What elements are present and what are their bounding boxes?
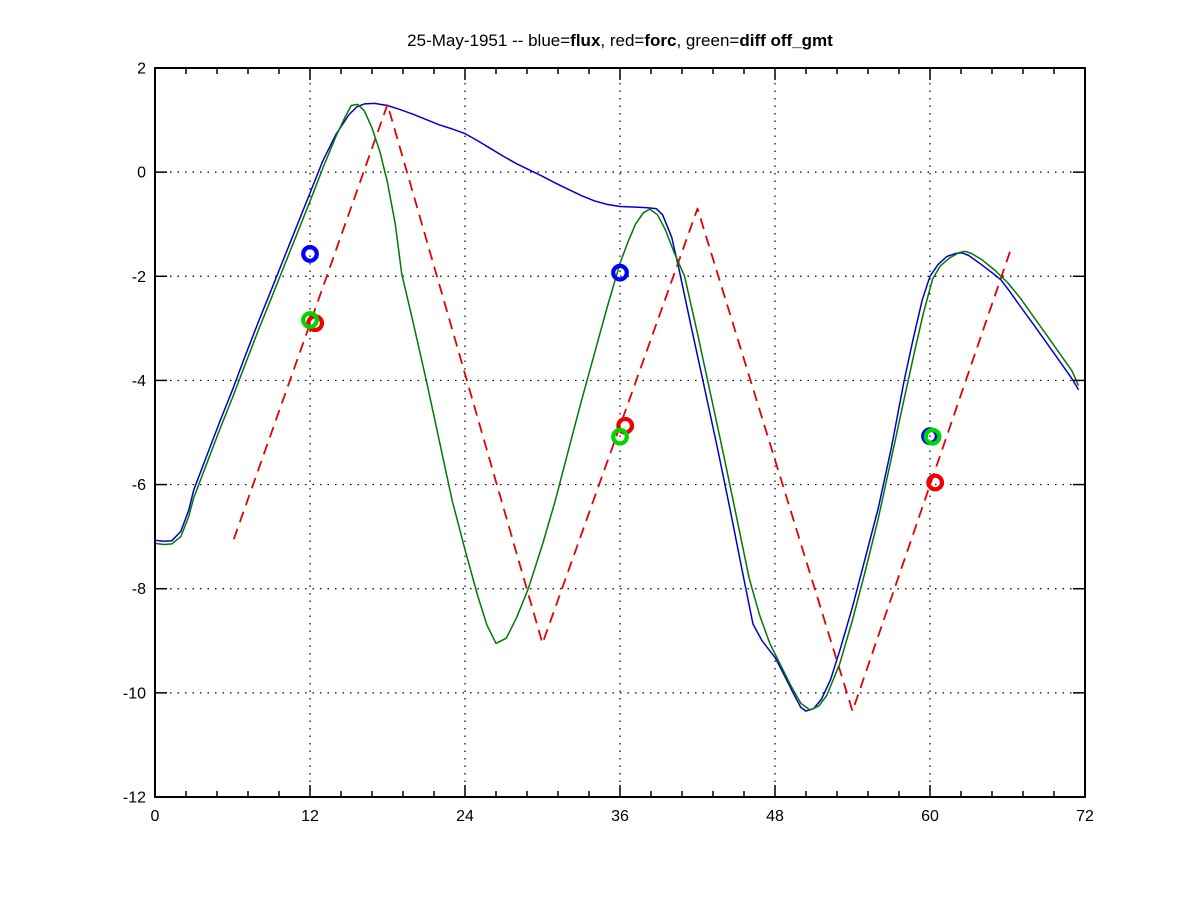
axis-ticks bbox=[154, 67, 1086, 798]
title-segment: , red= bbox=[600, 31, 645, 50]
x-tick-label: 36 bbox=[611, 808, 629, 825]
y-tick-label: -4 bbox=[132, 373, 146, 390]
series-diff bbox=[154, 103, 1080, 711]
diff-marker bbox=[611, 427, 629, 446]
diff-marker bbox=[301, 311, 319, 329]
chart-title: 25-May-1951 -- blue=flux, red=forc, gree… bbox=[155, 31, 1085, 51]
series-flux bbox=[154, 102, 1080, 712]
y-tick-label: 0 bbox=[137, 165, 146, 182]
title-segment: diff off_gmt bbox=[739, 31, 833, 50]
y-tick-labels: 2 0 -2 -4 -6 -8 -10 -12 bbox=[123, 61, 146, 807]
forc-marker bbox=[926, 473, 945, 492]
x-tick-label: 48 bbox=[766, 808, 784, 825]
title-segment: 25-May-1951 -- blue= bbox=[407, 31, 571, 50]
title-segment: forc bbox=[644, 31, 677, 50]
x-tick-label: 24 bbox=[456, 808, 474, 825]
grid-lines bbox=[155, 68, 1085, 797]
y-tick-label: -8 bbox=[132, 581, 146, 598]
title-segment: , green= bbox=[676, 31, 740, 50]
markers-diff-circles bbox=[301, 311, 942, 446]
y-tick-label: -12 bbox=[123, 790, 146, 807]
y-tick-label: 2 bbox=[137, 61, 146, 78]
flux-marker bbox=[611, 263, 629, 282]
markers-forc-circles bbox=[306, 314, 945, 492]
flux-marker bbox=[301, 244, 319, 263]
x-tick-label: 60 bbox=[921, 808, 939, 825]
series-forc bbox=[232, 103, 1013, 712]
x-tick-label: 12 bbox=[301, 808, 319, 825]
y-tick-label: -2 bbox=[132, 269, 146, 286]
diff-marker bbox=[923, 427, 942, 446]
title-segment: flux bbox=[570, 31, 601, 50]
x-tick-label: 72 bbox=[1076, 808, 1094, 825]
y-tick-label: -6 bbox=[132, 477, 146, 494]
y-tick-label: -10 bbox=[123, 685, 146, 702]
x-tick-labels: 0 12 24 36 48 60 72 bbox=[151, 808, 1094, 825]
x-tick-label: 0 bbox=[151, 808, 160, 825]
